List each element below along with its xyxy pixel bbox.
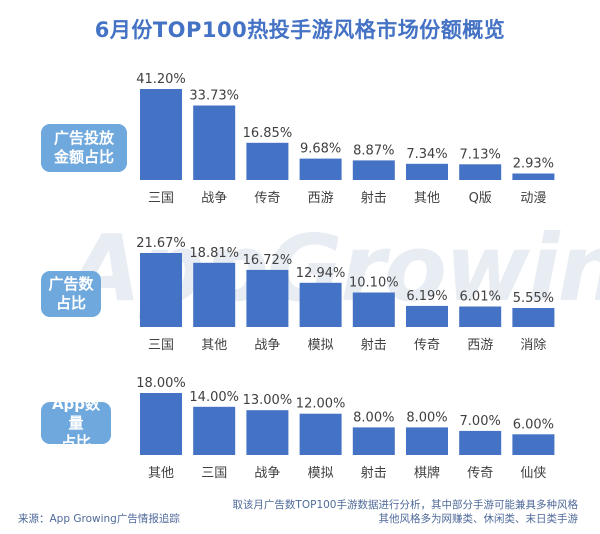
category-label: 其他 (414, 191, 440, 206)
bar (193, 406, 236, 455)
value-label: 2.93% (513, 157, 554, 172)
category-label: 消除 (520, 338, 546, 353)
bar (299, 413, 342, 455)
category-label: 传奇 (467, 465, 493, 481)
value-label: 41.20% (136, 72, 186, 87)
bar (246, 269, 289, 327)
value-label: 33.73% (189, 89, 239, 104)
bar (193, 262, 236, 327)
bar (459, 430, 502, 455)
bar-chart-1: 21.67% 三国 18.81% 其他 16.72% 战争 12.94% 模拟 10.10% 射击… (136, 236, 555, 353)
category-label: Q版 (469, 191, 492, 206)
bar (459, 164, 502, 180)
bar (246, 142, 289, 180)
value-label: 16.85% (243, 126, 293, 141)
bar (512, 308, 555, 327)
category-label: 动漫 (520, 191, 546, 206)
value-label: 12.00% (296, 397, 346, 412)
value-label: 21.67% (136, 236, 186, 251)
page-title: 6月份TOP100热投手游风格市场份额概览 (94, 18, 506, 42)
bar (140, 89, 182, 180)
bar (352, 292, 395, 327)
value-label: 8.87% (353, 143, 394, 158)
bar (299, 158, 342, 180)
value-label: 10.10% (349, 276, 399, 291)
category-label: 其他 (148, 466, 174, 481)
category-label: 模拟 (308, 338, 334, 353)
bar (406, 305, 448, 327)
category-label: 战争 (201, 191, 227, 206)
badge-line: 金额占比 (53, 148, 114, 166)
category-label: 西游 (308, 191, 334, 206)
bar (512, 173, 555, 180)
category-label: 传奇 (254, 190, 280, 206)
value-label: 8.00% (406, 410, 447, 425)
category-label: 其他 (201, 338, 227, 353)
category-label: 射击 (361, 337, 387, 353)
badge-line: 占比 (55, 294, 86, 312)
value-label: 7.00% (460, 414, 501, 429)
value-label: 6.00% (513, 417, 554, 432)
category-label: 战争 (254, 338, 280, 353)
methodology-line-1: 取该月广告数TOP100手游数据进行分析，其中部分手游可能兼具多种风格 (232, 499, 578, 511)
category-label: 三国 (201, 466, 227, 481)
badge-line: App数量 (51, 394, 101, 432)
badge-ad-count-share: 广告数 占比 (41, 271, 101, 317)
bar (352, 427, 395, 455)
value-label: 6.01% (460, 290, 501, 305)
badge-line: 广告投放 (53, 129, 114, 147)
bar (459, 306, 502, 327)
methodology-line-2: 其他风格多为网赚类、休闲类、末日类手游 (378, 513, 579, 525)
badge-ad-spend-share: 广告投放 金额占比 (41, 124, 127, 172)
category-label: 射击 (361, 190, 387, 206)
category-label: 棋牌 (414, 465, 440, 481)
value-label: 8.00% (353, 410, 394, 425)
source-note: 来源：App Growing广告情报追踪 (18, 513, 180, 525)
category-label: 战争 (254, 466, 280, 481)
bar (140, 253, 182, 327)
bar-chart-0: 41.20% 三国 33.73% 战争 16.85% 传奇 9.68% 西游 8.87% 射击 7.… (136, 72, 555, 206)
bar (193, 105, 236, 180)
value-label: 7.13% (460, 147, 501, 162)
value-label: 13.00% (243, 393, 293, 408)
category-label: 三国 (148, 191, 174, 206)
category-label: 射击 (361, 465, 387, 481)
bar (406, 427, 448, 455)
value-label: 16.72% (243, 253, 293, 268)
category-label: 模拟 (308, 466, 334, 481)
bar (140, 393, 182, 455)
bar (299, 282, 342, 327)
value-label: 18.81% (189, 246, 239, 261)
value-label: 9.68% (300, 142, 341, 157)
badge-line: 占比 (60, 432, 91, 451)
bar (246, 410, 289, 455)
methodology-note: 取该月广告数TOP100手游数据进行分析，其中部分手游可能兼具多种风格 其他风格… (232, 498, 578, 526)
badge-app-count-share: App数量 占比 (41, 395, 111, 451)
category-label: 仙侠 (520, 466, 546, 481)
bar (512, 434, 555, 455)
value-label: 6.19% (406, 289, 447, 304)
bar-chart-2: 18.00% 其他 14.00% 三国 13.00% 战争 12.00% 模拟 8.00% 射击 8… (136, 376, 555, 481)
bar (352, 160, 395, 180)
category-label: 三国 (148, 338, 174, 353)
badge-line: 广告数 (48, 275, 94, 293)
value-label: 18.00% (136, 376, 186, 391)
value-label: 12.94% (296, 266, 346, 281)
value-label: 14.00% (189, 390, 239, 405)
category-label: 西游 (467, 338, 493, 353)
value-label: 5.55% (513, 291, 554, 306)
category-label: 传奇 (414, 337, 440, 353)
value-label: 7.34% (406, 147, 447, 162)
bar (406, 163, 448, 180)
